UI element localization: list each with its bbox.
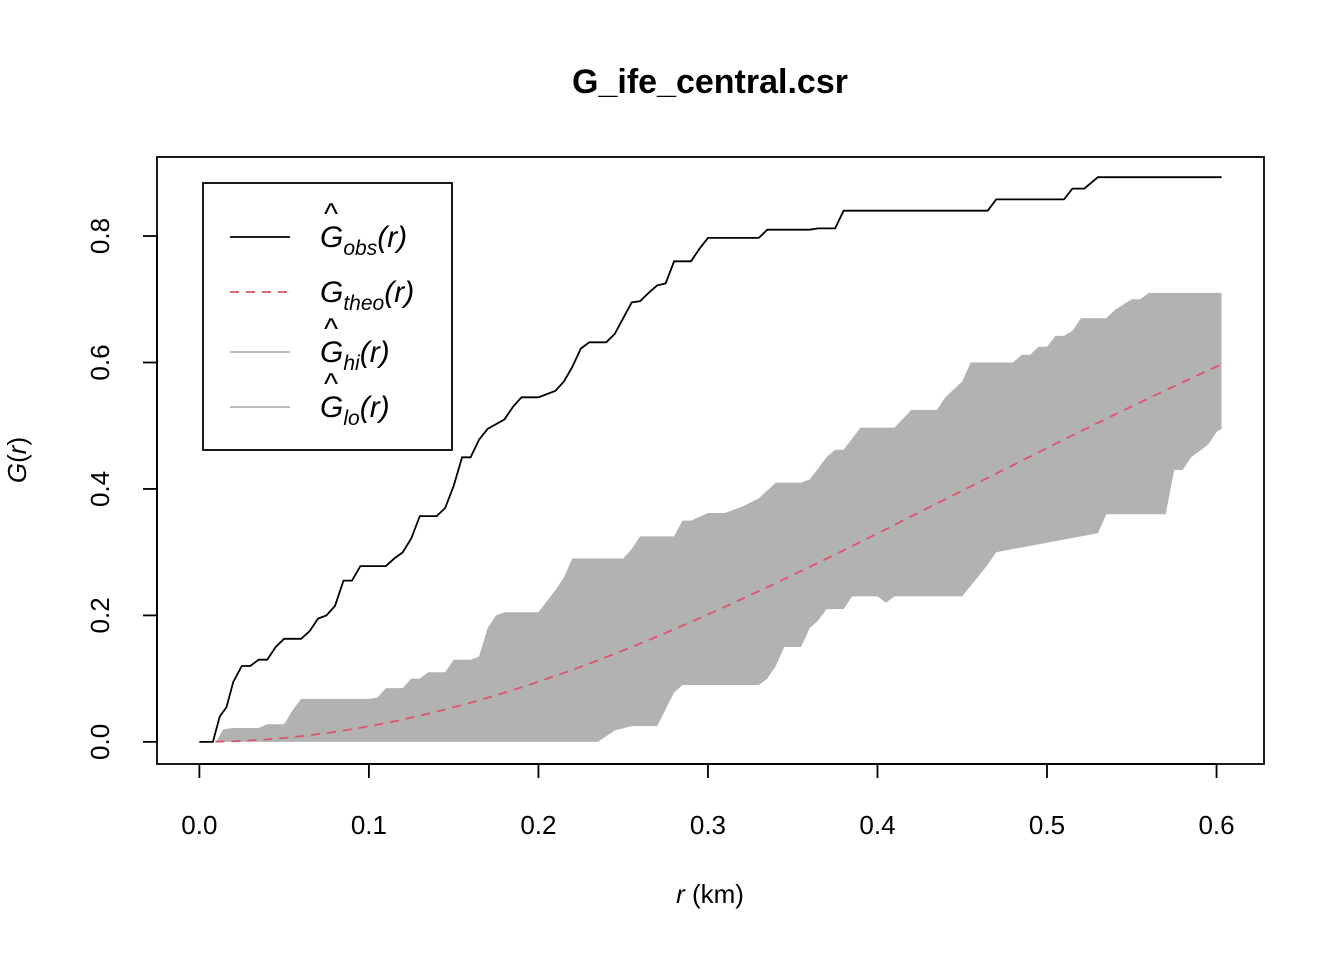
x-tick-label: 0.5: [1029, 810, 1065, 840]
legend: Gobs(r)^Gtheo(r)Ghi(r)^Glo(r)^: [202, 182, 453, 451]
x-tick-label: 0.2: [520, 810, 556, 840]
legend-label-arg: (r): [377, 221, 407, 254]
legend-label-base: G: [320, 276, 343, 309]
legend-label-arg: (r): [360, 336, 390, 369]
legend-hat-mark: ^: [324, 368, 338, 401]
x-tick-label: 0.4: [859, 810, 895, 840]
legend-label-base: G: [320, 391, 343, 424]
x-axis: 0.0 0.1 0.2 0.3 0.4 0.5 0.6: [181, 763, 1235, 840]
legend-label-sub: obs: [343, 237, 377, 260]
legend-label-hi: Ghi(r): [320, 336, 390, 375]
chart-title: G_ife_central.csr: [572, 63, 848, 101]
y-tick-label: 0.4: [85, 471, 115, 507]
legend-label-theo: Gtheo(r): [320, 276, 414, 315]
legend-label-arg: (r): [360, 391, 390, 424]
legend-label-base: G: [320, 336, 343, 369]
legend-label-sub: lo: [343, 407, 360, 430]
y-axis-label-close: ): [2, 437, 32, 446]
y-tick-label: 0.0: [85, 724, 115, 760]
y-axis-label-var: r: [2, 444, 32, 454]
plot-area: [199, 176, 1222, 743]
legend-hat-mark: ^: [324, 198, 338, 231]
x-tick-label: 0.0: [181, 810, 217, 840]
envelope-band: [199, 292, 1222, 742]
y-axis: 0.0 0.2 0.4 0.6 0.8: [85, 218, 158, 760]
y-axis-label-func: G: [2, 463, 32, 483]
y-axis-label: G(r): [2, 437, 32, 483]
x-tick-label: 0.1: [351, 810, 387, 840]
legend-label-base: G: [320, 221, 343, 254]
y-tick-label: 0.8: [85, 218, 115, 254]
series-theo-line: [199, 363, 1222, 743]
legend-box: [202, 182, 453, 451]
x-axis-label: r (km): [676, 879, 744, 909]
legend-label-obs: Gobs(r): [320, 221, 407, 260]
x-tick-label: 0.6: [1198, 810, 1234, 840]
x-axis-label-var: r: [676, 879, 686, 909]
legend-label-lo: Glo(r): [320, 391, 390, 430]
y-tick-label: 0.2: [85, 597, 115, 633]
series-obs-line: [199, 176, 1222, 743]
legend-label-sub: hi: [343, 352, 361, 375]
x-axis-label-unit: (km): [685, 879, 744, 909]
legend-label-arg: (r): [384, 276, 414, 309]
legend-hat-mark: ^: [324, 313, 338, 346]
legend-label-sub: theo: [343, 292, 384, 315]
x-tick-label: 0.3: [690, 810, 726, 840]
y-axis-label-open: (: [2, 454, 32, 463]
y-tick-label: 0.6: [85, 344, 115, 380]
